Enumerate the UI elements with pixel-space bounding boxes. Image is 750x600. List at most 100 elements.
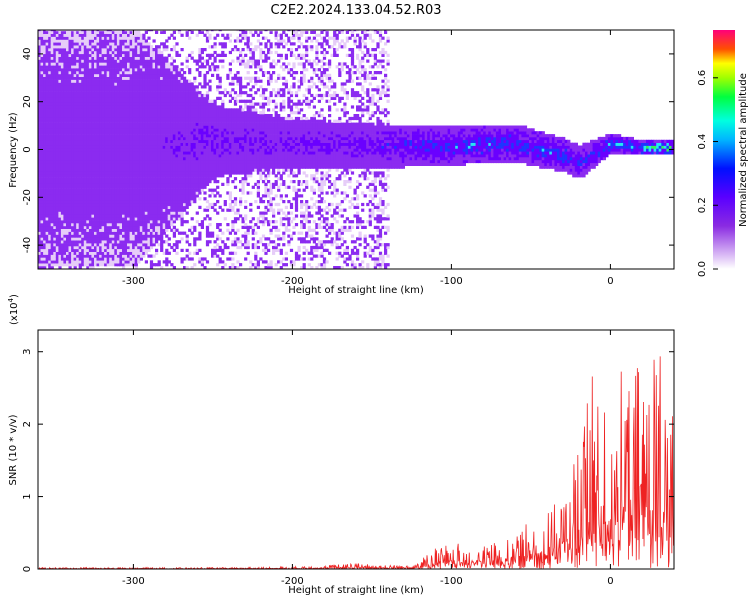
spectrogram-cell xyxy=(104,73,108,77)
spectrogram-cell xyxy=(180,237,184,241)
spectrogram-cell xyxy=(193,59,197,63)
spectrogram-cell xyxy=(116,165,121,169)
spectrogram-cell xyxy=(203,59,207,63)
spectrogram-cell xyxy=(68,151,72,155)
spectrogram-cell xyxy=(96,139,100,143)
spectrogram-cell xyxy=(180,76,184,80)
spectrogram-cell xyxy=(139,248,143,252)
spectrogram-cell xyxy=(86,91,90,95)
spectrogram-cell xyxy=(99,185,103,189)
spectrogram-cell xyxy=(55,177,59,181)
spectrogram-cell xyxy=(99,30,103,34)
spectrogram-cell xyxy=(200,116,204,121)
spectrogram-cell xyxy=(60,114,65,118)
spectrogram-cell xyxy=(129,39,133,43)
spectrogram-cell xyxy=(170,79,174,83)
spectrogram-cell xyxy=(149,131,154,135)
spectrogram-cell xyxy=(124,245,128,250)
spectrogram-cell xyxy=(147,136,151,141)
spectrogram-cell xyxy=(68,131,72,135)
spectrogram-cell xyxy=(45,36,49,40)
spectrogram-cell xyxy=(106,237,110,241)
spectrogram-cell xyxy=(147,99,151,103)
spectrogram-cell xyxy=(155,231,159,235)
spectrogram-cell xyxy=(180,111,184,115)
spectrogram-cell xyxy=(50,93,54,98)
spectrogram-cell xyxy=(190,225,194,229)
spectrogram-cell xyxy=(104,139,108,143)
spectrogram-cell xyxy=(60,223,65,227)
spectrogram-cell xyxy=(83,237,87,241)
spectrogram-cell xyxy=(40,208,44,212)
spectrogram-cell xyxy=(157,128,161,132)
spectrogram-cell xyxy=(124,139,128,143)
spectrogram-cell xyxy=(203,257,207,261)
spectrogram-cell xyxy=(152,148,156,152)
spectrogram-cell xyxy=(99,119,103,123)
spectrogram-cell xyxy=(183,85,187,89)
spectrogram-cell xyxy=(122,211,126,215)
spectrogram-cell xyxy=(167,168,171,172)
spectrogram-cell xyxy=(188,165,192,169)
spectrogram-cell xyxy=(149,136,154,141)
spectrogram-cell xyxy=(172,202,176,207)
spectrogram-cell xyxy=(45,154,49,158)
spectrogram-cell xyxy=(104,62,108,66)
spectrogram-cell xyxy=(43,59,47,63)
spectrogram-cell xyxy=(73,116,77,121)
spectrogram-cell xyxy=(58,162,62,166)
spectrogram-cell xyxy=(73,197,77,201)
spectrogram-cell xyxy=(162,88,166,92)
spectrogram-cell xyxy=(71,162,75,166)
spectrogram-cell xyxy=(50,119,54,123)
spectrogram-cell xyxy=(88,42,93,46)
spectrogram-cell xyxy=(155,73,159,77)
spectrogram-cell xyxy=(157,182,161,186)
spectrogram-cell xyxy=(127,42,131,46)
spectrogram-cell xyxy=(60,102,65,106)
spectrogram-cell xyxy=(83,148,87,152)
spectrogram-cell xyxy=(104,128,108,132)
spectrogram-cell xyxy=(203,108,207,112)
spectrogram-cell xyxy=(124,257,128,261)
spectrogram-cell xyxy=(94,240,98,244)
spectrogram-cell xyxy=(86,202,90,207)
spectrogram-cell xyxy=(162,185,166,189)
spectrogram-cell xyxy=(73,260,77,264)
spectrogram-cell xyxy=(78,263,82,267)
spectrogram-cell xyxy=(58,168,62,172)
spectrogram-cell xyxy=(71,62,75,66)
spectrogram-cell xyxy=(122,223,126,227)
spectrogram-cell xyxy=(99,93,103,98)
spectrogram-cell xyxy=(170,65,174,69)
spectrogram-cell xyxy=(99,205,103,209)
spectrogram-cell xyxy=(68,234,72,238)
spectrogram-cell xyxy=(48,134,52,138)
spectrogram-cell xyxy=(106,102,110,106)
spectrogram-cell xyxy=(198,71,202,75)
spectrogram-cell xyxy=(203,73,207,77)
spectrogram-cell xyxy=(101,108,105,112)
spectrogram-cell xyxy=(167,68,171,72)
spectrogram-cell xyxy=(149,191,154,195)
spectrogram-cell xyxy=(147,237,151,241)
spectrogram-cell xyxy=(188,228,192,232)
spectrogram-cell xyxy=(180,202,184,207)
spectrogram-cell xyxy=(147,131,151,135)
spectrogram-cell xyxy=(88,122,93,126)
spectrogram-cell xyxy=(101,102,105,106)
spectrogram-cell xyxy=(134,125,138,129)
spectrogram-cell xyxy=(71,128,75,132)
spectrogram-cell xyxy=(114,217,118,221)
spectrogram-cell xyxy=(149,171,154,175)
spectrogram-cell xyxy=(43,194,47,198)
spectrogram-cell xyxy=(60,50,65,55)
spectrogram-cell xyxy=(58,142,62,146)
spectrogram-cell xyxy=(111,50,115,55)
spectrogram-cell xyxy=(43,82,47,86)
spectrogram-cell xyxy=(45,165,49,169)
spectrogram-cell xyxy=(106,128,110,132)
spectrogram-cell xyxy=(147,111,151,115)
spectrogram-cell xyxy=(83,33,87,37)
spectrogram-cell xyxy=(129,148,133,152)
